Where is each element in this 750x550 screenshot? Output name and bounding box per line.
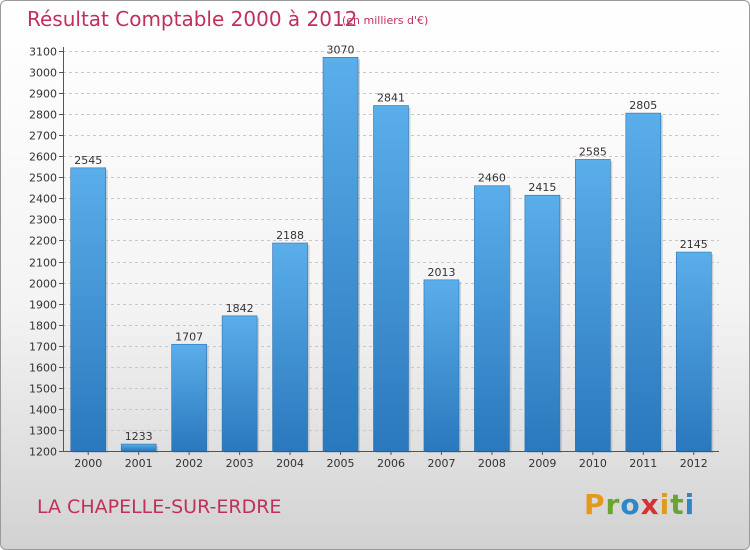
x-tick-label: 2008 bbox=[478, 457, 506, 470]
x-tick-label: 2004 bbox=[276, 457, 304, 470]
data-label: 2013 bbox=[427, 266, 455, 279]
x-tick-label: 2005 bbox=[327, 457, 355, 470]
bar-2007 bbox=[423, 279, 460, 452]
y-tick-label: 1300 bbox=[29, 425, 57, 438]
data-label: 1707 bbox=[175, 330, 203, 343]
bar-2008 bbox=[474, 185, 510, 452]
y-tick-label: 2300 bbox=[29, 214, 57, 227]
logo-letter: i bbox=[659, 488, 671, 521]
data-label: 2805 bbox=[629, 99, 657, 112]
y-tick-label: 1700 bbox=[29, 341, 57, 354]
y-tick-label: 2500 bbox=[29, 172, 57, 185]
y-tick-label: 1600 bbox=[29, 362, 57, 375]
y-tick-label: 2100 bbox=[29, 257, 57, 270]
y-tick-label: 2800 bbox=[29, 109, 57, 122]
y-tick-label: 2200 bbox=[29, 235, 57, 248]
x-axis-tick-labels: 2000 2001 2002 2003 2004 2005 2006 2007 2008 2009… bbox=[74, 457, 708, 470]
logo-letter: P bbox=[584, 488, 606, 521]
y-tick-label: 1500 bbox=[29, 383, 57, 396]
bar-2012 bbox=[675, 251, 712, 452]
data-label: 2415 bbox=[528, 181, 556, 194]
x-tick-label: 2002 bbox=[175, 457, 203, 470]
data-label: 2460 bbox=[478, 172, 506, 185]
data-label: 1842 bbox=[226, 302, 254, 315]
chart-unit-note: (en milliers d'€) bbox=[342, 14, 429, 27]
x-tick-label: 2012 bbox=[680, 457, 708, 470]
bar-2001 bbox=[120, 443, 157, 452]
data-label: 2585 bbox=[579, 145, 607, 158]
data-label: 2841 bbox=[377, 92, 405, 105]
y-tick-label: 2700 bbox=[29, 130, 57, 143]
y-tick-label: 2000 bbox=[29, 278, 57, 291]
x-tick-label: 2011 bbox=[629, 457, 657, 470]
bar-2002 bbox=[171, 343, 207, 452]
proxiti-logo: Proxiti bbox=[584, 488, 695, 521]
y-tick-label: 2900 bbox=[29, 88, 57, 101]
bar-2009 bbox=[524, 194, 561, 452]
bar-2000 bbox=[70, 167, 107, 452]
y-tick-label: 2400 bbox=[29, 193, 57, 206]
y-tick-label: 1800 bbox=[29, 320, 57, 333]
data-label: 3070 bbox=[327, 43, 355, 56]
y-tick-label: 1200 bbox=[29, 446, 57, 459]
y-tick-label: 1400 bbox=[29, 404, 57, 417]
logo-letter: x bbox=[640, 488, 660, 521]
x-tick-label: 2009 bbox=[528, 457, 556, 470]
commune-name: LA CHAPELLE-SUR-ERDRE bbox=[37, 496, 282, 518]
bar-2011 bbox=[625, 112, 662, 452]
y-tick-label: 1900 bbox=[29, 299, 57, 312]
x-tick-label: 2007 bbox=[427, 457, 455, 470]
chart-title: Résultat Comptable 2000 à 2012 bbox=[27, 7, 358, 31]
data-labels: 2545 1233 1707 1842 2188 3070 2841 2013 2460 2415… bbox=[74, 43, 708, 443]
y-tick-label: 3100 bbox=[29, 46, 57, 59]
x-tick-label: 2000 bbox=[74, 457, 102, 470]
x-tick-label: 2003 bbox=[226, 457, 254, 470]
data-label: 1233 bbox=[125, 430, 153, 443]
bar-2005 bbox=[322, 57, 359, 452]
y-tick-label: 2600 bbox=[29, 151, 57, 164]
data-label: 2545 bbox=[74, 154, 102, 167]
logo-letter: i bbox=[684, 488, 696, 521]
x-tick-label: 2010 bbox=[579, 457, 607, 470]
data-label: 2145 bbox=[680, 238, 708, 251]
bar-2010 bbox=[575, 159, 611, 452]
y-tick-label: 3000 bbox=[29, 67, 57, 80]
x-tick-label: 2001 bbox=[125, 457, 153, 470]
x-tick-label: 2006 bbox=[377, 457, 405, 470]
bar-2004 bbox=[272, 242, 308, 452]
logo-letter: r bbox=[605, 488, 621, 521]
bars bbox=[70, 57, 714, 454]
bar-2003 bbox=[221, 315, 258, 452]
axes bbox=[63, 47, 719, 455]
logo-letter: o bbox=[620, 488, 641, 521]
bar-2006 bbox=[373, 105, 409, 452]
logo-letter: t bbox=[670, 488, 685, 521]
y-axis-tick-labels: 1200 1300 1400 1500 1600 1700 1800 1900 2000 2100… bbox=[29, 46, 57, 459]
data-label: 2188 bbox=[276, 229, 304, 242]
